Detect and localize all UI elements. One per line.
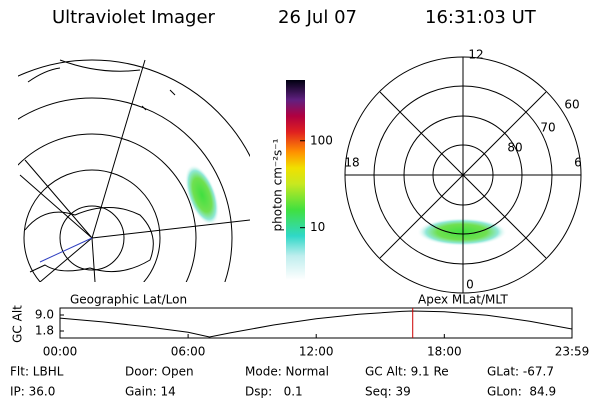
sun-line: [39, 237, 93, 263]
colorbar-tick-label: 100: [310, 133, 333, 147]
geographic-map: [18, 59, 250, 282]
mlat-label: 80: [507, 141, 522, 155]
x-tick-label: 23:59: [555, 345, 590, 359]
lat-circle: [18, 97, 233, 282]
mlt-lines: [345, 57, 581, 293]
x-tick-label: 06:00: [171, 345, 206, 359]
polar-plot: 12 18 6 0 60 70 80: [344, 48, 582, 294]
meridians: [19, 59, 250, 282]
status-field: GLat: -67.7: [487, 365, 554, 379]
colorbar: [286, 80, 305, 280]
strip-title: Geographic Lat/Lon: [70, 293, 187, 307]
y-tick-label: 1.8: [35, 324, 54, 338]
mlt-label: 0: [466, 278, 474, 292]
colorbar-tick-label: 10: [310, 220, 325, 234]
status-field: GLon: 84.9: [487, 385, 556, 399]
time: 16:31:03 UT: [425, 7, 537, 28]
colorbar-label: photon cm⁻²s⁻¹: [271, 138, 285, 231]
aurora: [184, 164, 220, 226]
status-field: IP: 36.0: [10, 385, 55, 399]
status-field: Mode: Normal: [245, 365, 329, 379]
lat-circle: [18, 133, 197, 282]
x-tick-label: 12:00: [299, 345, 334, 359]
strip-title: Apex MLat/MLT: [418, 293, 508, 307]
y-tick-label: 9.0: [35, 308, 54, 322]
status-field: GC Alt: 9.1 Re: [365, 365, 449, 379]
x-tick-label: 00:00: [43, 345, 78, 359]
status-field: Gain: 14: [125, 385, 176, 399]
coastline: [24, 207, 154, 273]
date: 26 Jul 07: [278, 7, 357, 28]
coastline: [27, 59, 176, 111]
x-tick-label: 18:00: [427, 345, 462, 359]
status-field: Seq: 39: [365, 385, 411, 399]
mlt-label: 12: [468, 48, 483, 62]
mlt-label: 18: [344, 156, 359, 170]
strip-frame: [59, 307, 573, 339]
lat-circle: [23, 169, 161, 282]
mlt-label: 6: [574, 156, 582, 170]
mlat-label: 60: [564, 98, 579, 112]
mlat-label: 70: [540, 121, 555, 135]
lat-circle: [59, 205, 125, 271]
status-field: Door: Open: [125, 365, 194, 379]
y-axis-label: GC Alt: [11, 305, 25, 343]
status-field: Dsp: 0.1: [245, 385, 303, 399]
lat-circle: [18, 59, 250, 158]
aurora: [417, 218, 507, 246]
gc-alt-line: [59, 310, 573, 338]
status-field: Flt: LBHL: [10, 365, 64, 379]
title: Ultraviolet Imager: [52, 7, 216, 28]
